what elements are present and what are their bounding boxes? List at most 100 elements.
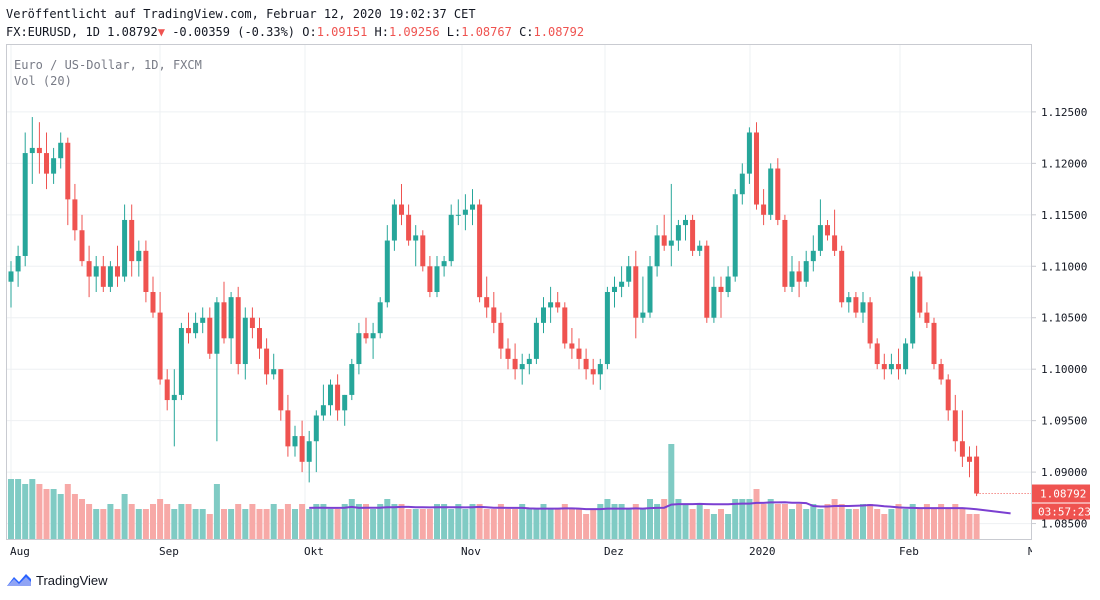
candle-body[interactable] xyxy=(44,153,49,174)
candle-body[interactable] xyxy=(65,142,71,200)
candle-body[interactable] xyxy=(249,317,255,329)
candle-body[interactable] xyxy=(391,204,397,241)
candle-body[interactable] xyxy=(796,271,802,282)
candle-body[interactable] xyxy=(193,322,199,334)
candle-body[interactable] xyxy=(583,358,589,370)
candle-body[interactable] xyxy=(171,394,177,401)
candle-body[interactable] xyxy=(661,235,667,246)
candle-body[interactable] xyxy=(533,322,539,359)
candle-body[interactable] xyxy=(931,322,937,365)
candle-body[interactable] xyxy=(72,199,78,231)
candle-body[interactable] xyxy=(122,219,128,277)
candle-body[interactable] xyxy=(974,456,980,494)
candle-body[interactable] xyxy=(704,245,710,318)
candle-body[interactable] xyxy=(697,245,703,251)
candle-body[interactable] xyxy=(562,307,568,344)
candle-body[interactable] xyxy=(221,302,227,339)
candle-body[interactable] xyxy=(491,307,497,323)
candle-body[interactable] xyxy=(597,364,603,375)
candle-body[interactable] xyxy=(548,302,554,308)
candle-body[interactable] xyxy=(633,266,639,318)
candle-body[interactable] xyxy=(51,158,57,174)
candle-body[interactable] xyxy=(903,343,909,370)
candle-body[interactable] xyxy=(725,276,731,292)
candle-body[interactable] xyxy=(320,405,326,416)
candle-body[interactable] xyxy=(732,194,738,277)
candle-body[interactable] xyxy=(761,204,767,215)
candle-body[interactable] xyxy=(647,266,653,313)
candle-body[interactable] xyxy=(881,364,887,370)
candle-body[interactable] xyxy=(860,302,866,313)
candle-body[interactable] xyxy=(569,343,575,349)
candle-body[interactable] xyxy=(626,266,632,282)
candle-body[interactable] xyxy=(470,204,475,210)
candle-body[interactable] xyxy=(775,168,781,220)
candle-body[interactable] xyxy=(399,204,404,215)
candle-body[interactable] xyxy=(839,250,845,303)
candle-body[interactable] xyxy=(690,219,696,251)
candle-body[interactable] xyxy=(867,302,873,344)
candlestick-plot[interactable] xyxy=(7,45,1031,539)
candle-body[interactable] xyxy=(604,292,610,365)
candle-body[interactable] xyxy=(519,364,525,370)
candle-body[interactable] xyxy=(413,235,419,241)
candle-body[interactable] xyxy=(306,441,312,462)
candle-body[interactable] xyxy=(58,142,64,159)
candle-body[interactable] xyxy=(143,250,149,292)
candle-body[interactable] xyxy=(846,297,852,303)
candle-body[interactable] xyxy=(945,379,951,411)
candle-body[interactable] xyxy=(910,276,916,344)
candle-body[interactable] xyxy=(896,364,901,370)
candle-body[interactable] xyxy=(718,286,724,292)
candle-body[interactable] xyxy=(313,415,319,442)
candle-body[interactable] xyxy=(810,250,816,262)
chart-pane[interactable] xyxy=(6,44,1032,540)
candle-body[interactable] xyxy=(768,168,774,215)
candle-body[interactable] xyxy=(675,225,681,241)
candle-body[interactable] xyxy=(917,276,923,313)
candle-body[interactable] xyxy=(178,328,184,395)
candle-body[interactable] xyxy=(484,297,490,308)
candle-body[interactable] xyxy=(526,358,532,365)
candle-body[interactable] xyxy=(462,209,468,215)
candle-body[interactable] xyxy=(299,436,305,462)
candle-body[interactable] xyxy=(342,394,348,411)
candle-body[interactable] xyxy=(285,410,291,447)
candle-body[interactable] xyxy=(292,436,298,447)
candle-body[interactable] xyxy=(789,271,795,287)
candle-body[interactable] xyxy=(541,307,546,323)
candle-body[interactable] xyxy=(959,441,965,457)
candle-body[interactable] xyxy=(512,358,518,370)
candle-body[interactable] xyxy=(590,369,596,375)
candle-body[interactable] xyxy=(271,369,277,375)
candle-body[interactable] xyxy=(22,153,28,256)
candle-body[interactable] xyxy=(349,364,355,395)
candle-body[interactable] xyxy=(335,384,341,411)
candle-body[interactable] xyxy=(164,379,170,401)
candle-body[interactable] xyxy=(640,312,646,318)
candle-body[interactable] xyxy=(739,173,745,195)
candle-body[interactable] xyxy=(79,230,85,262)
candle-body[interactable] xyxy=(441,261,447,267)
candle-body[interactable] xyxy=(498,322,504,349)
candle-body[interactable] xyxy=(15,255,21,272)
candle-body[interactable] xyxy=(100,266,106,287)
candle-body[interactable] xyxy=(214,302,220,354)
candle-body[interactable] xyxy=(746,132,752,174)
candle-body[interactable] xyxy=(619,281,625,287)
candle-body[interactable] xyxy=(8,271,14,282)
candle-body[interactable] xyxy=(505,348,511,359)
candle-body[interactable] xyxy=(952,410,958,442)
candle-body[interactable] xyxy=(242,317,248,365)
candle-body[interactable] xyxy=(434,266,440,292)
candle-body[interactable] xyxy=(754,132,759,205)
candle-body[interactable] xyxy=(384,240,390,303)
candle-body[interactable] xyxy=(228,297,234,339)
candle-body[interactable] xyxy=(668,240,674,246)
candle-body[interactable] xyxy=(129,219,135,262)
time-axis[interactable]: Aug Sep Okt Nov Dez 2020 Feb M xyxy=(6,540,1032,562)
candle-body[interactable] xyxy=(477,204,483,298)
candle-body[interactable] xyxy=(86,261,92,277)
candle-body[interactable] xyxy=(356,333,362,365)
candle-body[interactable] xyxy=(29,147,35,154)
